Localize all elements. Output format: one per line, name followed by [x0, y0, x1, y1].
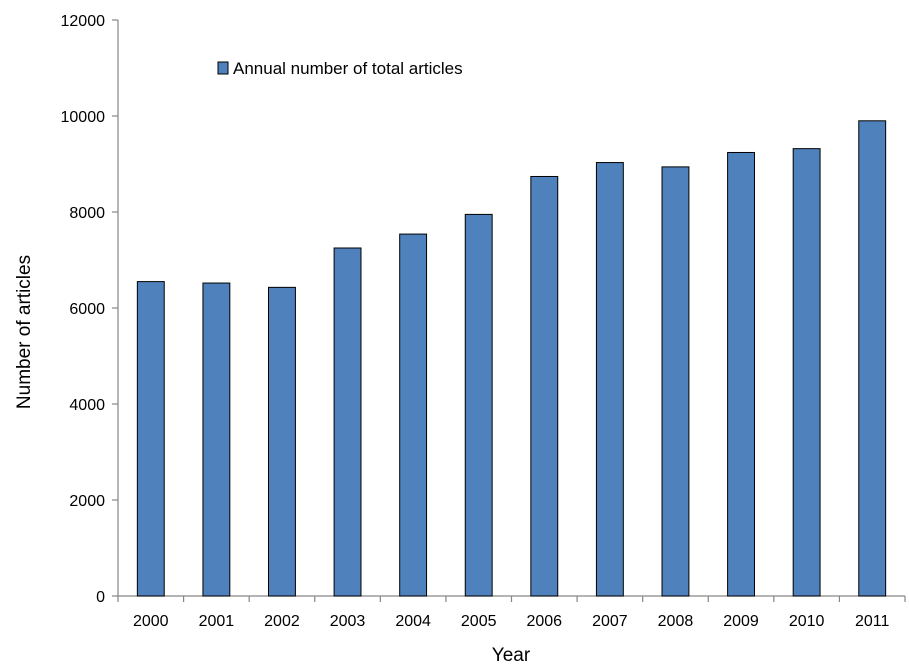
- x-tick-label: 2006: [526, 613, 562, 630]
- x-tick-label: 2010: [789, 613, 825, 630]
- y-tick-label: 12000: [61, 13, 106, 30]
- legend-label: Annual number of total articles: [233, 59, 463, 78]
- bar: [399, 233, 428, 597]
- y-tick-label: 10000: [61, 109, 106, 126]
- bar: [792, 148, 821, 597]
- x-tick-label: 2002: [264, 613, 300, 630]
- plot-area: 0 2000 4000 6000 8000 10000 12000 2000 2001 2002 2…: [61, 13, 906, 630]
- bar: [464, 213, 493, 597]
- x-tick-label: 2005: [461, 613, 497, 630]
- bar: [530, 175, 559, 597]
- y-tick-label: 0: [96, 589, 105, 606]
- bar: [661, 166, 690, 597]
- x-tick-label: 2008: [658, 613, 694, 630]
- y-axis-title: Number of articles: [14, 255, 35, 409]
- bar: [202, 282, 231, 597]
- y-tick-label: 4000: [69, 397, 105, 414]
- x-tick-label: 2011: [855, 613, 890, 630]
- x-tick-label: 2004: [395, 613, 431, 630]
- legend: Annual number of total articles: [217, 59, 463, 78]
- x-tick-label: 2000: [133, 613, 169, 630]
- y-tick-label: 6000: [69, 301, 105, 318]
- y-tick-label: 8000: [69, 205, 105, 222]
- x-tick-label: 2007: [592, 613, 628, 630]
- bar: [595, 162, 624, 597]
- bar: [858, 120, 887, 597]
- legend-swatch: [217, 61, 229, 75]
- y-tick-label: 2000: [69, 493, 105, 510]
- x-tick-label: 2001: [199, 613, 235, 630]
- x-tick-label: 2003: [330, 613, 366, 630]
- bar: [136, 281, 165, 597]
- x-tick-label: 2009: [723, 613, 759, 630]
- bar: [333, 247, 362, 597]
- bar: [727, 151, 755, 597]
- bar: [268, 286, 296, 597]
- x-axis-title: Year: [492, 645, 531, 666]
